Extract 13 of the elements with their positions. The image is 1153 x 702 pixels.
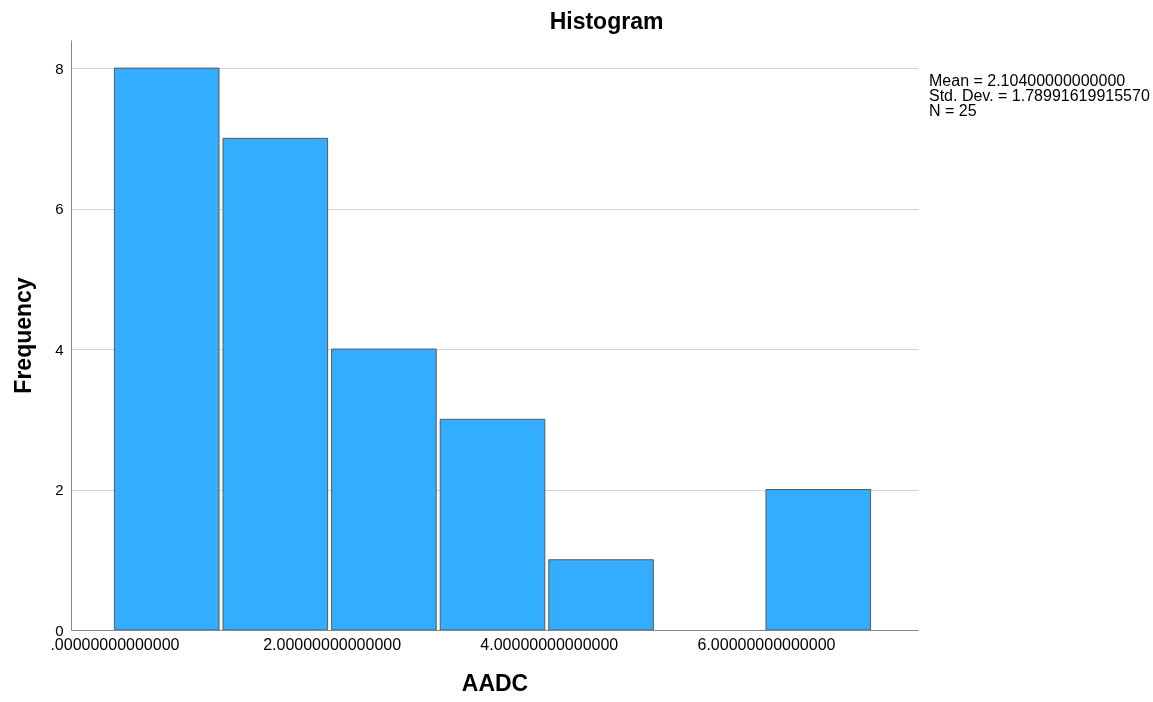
y-tick-label: 6 — [55, 200, 64, 218]
x-axis-title: AADC — [461, 669, 529, 696]
x-tick-label: 4.00000000000000 — [480, 635, 619, 653]
y-tick-label: 8 — [55, 59, 64, 77]
x-tick-label: 2.00000000000000 — [263, 635, 402, 653]
chart-title: Histogram — [549, 8, 664, 34]
x-tick-label: 6.00000000000000 — [697, 635, 836, 653]
text: Mean = 2.10400000000000 — [929, 72, 1126, 89]
text: N = 25 — [929, 102, 977, 119]
y-tick-label: 4 — [55, 340, 64, 358]
y-axis-title: Frequency — [10, 277, 37, 394]
y-tick-label: 2 — [55, 481, 64, 499]
text: Std. Dev. = 1.78991619915570 — [929, 87, 1150, 104]
